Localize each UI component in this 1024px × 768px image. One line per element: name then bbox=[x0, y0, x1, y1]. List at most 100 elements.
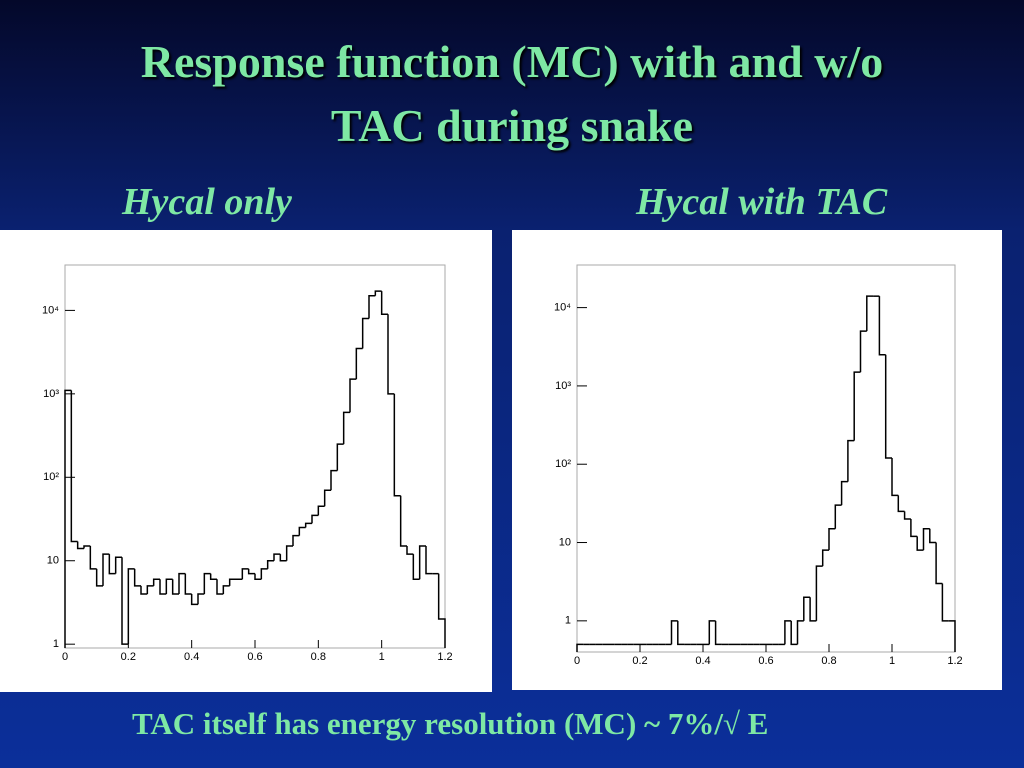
histogram-bin bbox=[891, 458, 899, 497]
histogram-bin bbox=[809, 597, 817, 622]
histogram-bin bbox=[336, 443, 344, 471]
histogram-bin bbox=[406, 546, 414, 555]
histogram-bin bbox=[247, 568, 255, 575]
histogram-bin bbox=[418, 545, 426, 580]
histogram-bin bbox=[903, 511, 911, 520]
x-tick-label: 1.2 bbox=[947, 655, 962, 667]
histogram-bin bbox=[89, 546, 97, 570]
histogram-bin bbox=[355, 347, 363, 380]
histogram-bin bbox=[64, 389, 72, 648]
x-tick-label: 0.2 bbox=[632, 655, 647, 667]
histogram-bin bbox=[790, 620, 798, 646]
x-tick-label: 0.6 bbox=[247, 651, 262, 663]
histogram-bin bbox=[361, 317, 369, 349]
histogram-bin bbox=[935, 542, 943, 585]
histogram-bin bbox=[840, 480, 848, 506]
histogram-bin bbox=[437, 573, 446, 648]
histogram-bin bbox=[853, 371, 861, 441]
histogram-bin bbox=[708, 620, 716, 645]
histogram-bin bbox=[285, 545, 293, 561]
histogram-bin bbox=[254, 573, 262, 580]
histogram-bin bbox=[847, 439, 855, 482]
histogram-bin bbox=[127, 568, 135, 645]
histogram-bin bbox=[323, 489, 331, 507]
histogram-bin bbox=[114, 556, 122, 574]
histogram-bin bbox=[241, 568, 249, 580]
histogram-bin bbox=[821, 549, 829, 567]
histogram-bin bbox=[228, 578, 236, 586]
panel bbox=[512, 230, 1002, 690]
histogram-bin bbox=[266, 559, 274, 569]
y-tick-label: 10 bbox=[559, 536, 571, 548]
histogram-bin bbox=[184, 573, 192, 595]
histogram-bin bbox=[304, 522, 312, 528]
histogram-bin bbox=[178, 572, 186, 594]
plot-frame bbox=[576, 264, 956, 653]
histogram-bin bbox=[108, 554, 116, 575]
histogram-bin bbox=[311, 514, 319, 524]
y-tick-label: 10³ bbox=[43, 388, 59, 400]
histogram-bin bbox=[165, 578, 173, 594]
histogram-bin bbox=[83, 545, 91, 549]
x-tick-label: 0 bbox=[62, 651, 68, 663]
histogram-bin bbox=[146, 585, 154, 594]
x-tick-label: 0.2 bbox=[121, 651, 136, 663]
histogram-bin bbox=[815, 565, 823, 621]
histogram-bin bbox=[260, 568, 268, 580]
histogram-bin bbox=[916, 536, 924, 551]
histogram-bin bbox=[948, 620, 956, 652]
histogram-bin bbox=[292, 534, 300, 547]
footer-text: TAC itself has energy resolution (MC) ~ … bbox=[132, 706, 769, 741]
histogram-bin bbox=[714, 620, 722, 646]
histogram-bin bbox=[317, 505, 325, 516]
histogram-bin bbox=[273, 553, 281, 561]
histogram-bin bbox=[393, 393, 401, 497]
histogram-bin bbox=[380, 291, 388, 315]
x-tick-label: 1 bbox=[379, 651, 385, 663]
y-tick-label: 1 bbox=[565, 615, 571, 627]
histogram-bin bbox=[677, 620, 685, 646]
histogram-bin bbox=[342, 411, 350, 445]
x-tick-label: 0.6 bbox=[758, 655, 773, 667]
x-tick-label: 0 bbox=[574, 655, 580, 667]
y-tick-label: 10² bbox=[43, 471, 59, 483]
histogram-bin bbox=[159, 579, 167, 595]
histogram-bin bbox=[784, 620, 792, 645]
histogram-bin bbox=[941, 583, 949, 622]
histogram-bin bbox=[412, 554, 420, 580]
histogram-bin bbox=[209, 573, 217, 580]
histogram-bin bbox=[190, 593, 198, 606]
panel bbox=[0, 230, 492, 692]
histogram-bin bbox=[121, 557, 129, 645]
histogram-bin bbox=[922, 527, 930, 551]
x-tick-label: 1 bbox=[889, 655, 895, 667]
histogram-bin bbox=[76, 541, 84, 550]
histogram-bin bbox=[796, 620, 804, 645]
y-tick-label: 10⁴ bbox=[554, 302, 571, 314]
histogram-bin bbox=[330, 469, 338, 491]
histogram-bin bbox=[910, 518, 918, 538]
histogram-bin bbox=[298, 526, 306, 536]
histogram-bin bbox=[859, 330, 867, 373]
histogram-bin bbox=[203, 572, 211, 594]
histogram-bin bbox=[399, 495, 407, 547]
y-tick-label: 10 bbox=[47, 555, 59, 567]
histogram-bin bbox=[576, 643, 584, 652]
histogram-bin bbox=[102, 553, 110, 586]
x-tick-label: 0.4 bbox=[695, 655, 710, 667]
histogram-bin bbox=[70, 390, 78, 543]
histogram-bin bbox=[374, 290, 382, 296]
histogram-bin bbox=[897, 495, 905, 513]
histogram-bin bbox=[929, 528, 937, 544]
histogram-bin bbox=[368, 294, 376, 319]
histogram-bin bbox=[670, 620, 678, 645]
y-tick-label: 10³ bbox=[555, 380, 571, 392]
histogram-bin bbox=[878, 296, 886, 356]
histogram-bin bbox=[222, 585, 230, 594]
x-tick-label: 0.4 bbox=[184, 651, 199, 663]
chart-title: Hycal only bbox=[122, 181, 292, 223]
y-tick-label: 10² bbox=[555, 458, 571, 470]
histogram-bin bbox=[866, 295, 874, 332]
